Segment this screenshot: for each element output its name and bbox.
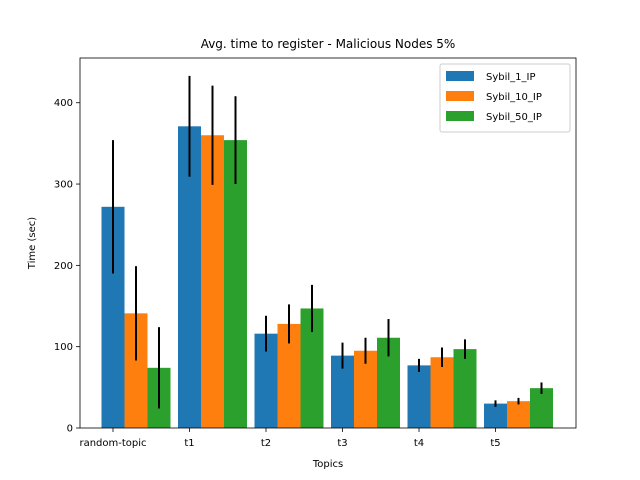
y-ticks: 0 100 200 300 400 (54, 98, 80, 435)
bar-sybil-1-ip-t5 (484, 403, 507, 428)
x-tick-label-t4: t4 (414, 438, 424, 449)
bar-sybil-1-ip-t3 (331, 355, 354, 428)
legend-items: Sybil_1_IP Sybil_10_IP Sybil_50_IP (446, 71, 542, 123)
error-bars-layer (112, 75, 543, 409)
legend-swatch-sybil-50-ip (446, 111, 474, 121)
bar-sybil-10-ip-t4 (430, 357, 454, 428)
x-axis-label: Topics (312, 459, 343, 470)
bar-sybil-1-ip-random-topic (101, 206, 125, 428)
x-tick-label-t3: t3 (337, 438, 347, 449)
bar-sybil-10-ip-t2 (277, 323, 301, 428)
bar-sybil-50-ip-t2 (300, 308, 324, 428)
bar-sybil-10-ip-t3 (354, 350, 377, 428)
legend-label-sybil-1-ip: Sybil_1_IP (486, 72, 536, 83)
legend: Sybil_1_IP Sybil_10_IP Sybil_50_IP (439, 63, 571, 133)
x-tick-label-t2: t2 (261, 438, 271, 449)
bar-sybil-10-ip-t1 (201, 135, 224, 428)
plot-frame (79, 57, 577, 429)
bars-layer (101, 126, 553, 428)
bar-sybil-50-ip-t5 (530, 388, 553, 428)
x-tick-label-random-topic: random-topic (79, 438, 146, 449)
legend-label-sybil-50-ip: Sybil_50_IP (486, 112, 542, 123)
legend-swatch-sybil-10-ip (446, 91, 474, 101)
y-tick-label: 200 (54, 261, 73, 272)
bar-sybil-10-ip-t5 (507, 401, 530, 428)
bar-sybil-1-ip-t1 (178, 126, 201, 428)
bar-sybil-50-ip-t3 (377, 337, 400, 428)
bar-sybil-50-ip-t1 (224, 140, 247, 428)
legend-swatch-sybil-1-ip (446, 71, 474, 81)
y-tick-label: 100 (54, 342, 73, 353)
bar-sybil-10-ip-random-topic (124, 313, 148, 428)
bar-sybil-50-ip-t4 (453, 349, 477, 428)
bar-sybil-1-ip-t4 (407, 365, 431, 428)
legend-label-sybil-10-ip: Sybil_10_IP (486, 92, 542, 103)
y-axis-label: Time (sec) (27, 217, 38, 270)
y-tick-label: 0 (67, 424, 73, 435)
x-ticks: random-topic t1 t2 t3 t4 t5 (79, 428, 501, 449)
x-tick-label-t1: t1 (184, 438, 194, 449)
y-tick-label: 300 (54, 180, 73, 191)
chart-title: Avg. time to register - Malicious Nodes … (201, 37, 456, 51)
y-tick-label: 400 (54, 98, 73, 109)
x-tick-label-t5: t5 (490, 438, 500, 449)
bar-sybil-1-ip-t2 (254, 333, 278, 428)
